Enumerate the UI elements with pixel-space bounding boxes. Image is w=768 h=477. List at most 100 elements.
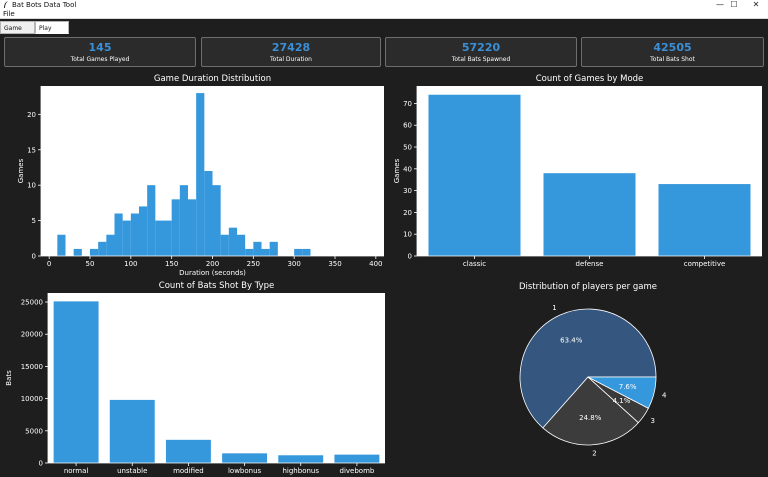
window-title: Bat Bots Data Tool xyxy=(12,1,77,9)
histogram-bar xyxy=(122,220,131,256)
mode-chart-y-tick-label: 30 xyxy=(403,187,412,195)
mode-chart-y-tick-label: 60 xyxy=(403,122,412,130)
histogram-bar xyxy=(98,241,107,256)
minimize-icon[interactable]: — xyxy=(716,0,724,9)
menu-bar: File xyxy=(0,10,768,19)
mode-chart-bar xyxy=(543,173,636,256)
stat-card-bats-shot: 42505 Total Bats Shot xyxy=(581,37,764,67)
histogram-plot-area xyxy=(41,86,384,256)
histogram-bar xyxy=(261,248,270,256)
histogram-y-tick-label: 15 xyxy=(27,146,36,154)
bats-chart-title: Count of Bats Shot By Type xyxy=(159,281,274,291)
pie-slice xyxy=(542,376,639,446)
histogram-bar xyxy=(204,171,213,256)
histogram-x-tick-label: 250 xyxy=(247,260,260,268)
pie-percent-label: 24.8% xyxy=(579,414,602,422)
pie-category-label: 1 xyxy=(552,304,556,312)
histogram-bar xyxy=(237,234,246,256)
pie-slice xyxy=(587,376,649,424)
bats-chart-y-tick-label: 15000 xyxy=(21,363,43,371)
bats-chart-bar xyxy=(53,301,99,463)
menu-file[interactable]: File xyxy=(3,10,15,18)
histogram-bar xyxy=(220,234,229,256)
histogram-x-tick-label: 400 xyxy=(369,260,382,268)
mode-chart-x-tick-label: defense xyxy=(576,260,604,268)
bats-chart-x-tick-label: divebomb xyxy=(340,467,375,475)
bats-chart-bar xyxy=(334,454,380,463)
histogram-bar xyxy=(196,93,205,256)
mode-chart-x-tick-label: classic xyxy=(463,260,486,268)
stat-value: 27428 xyxy=(271,41,311,54)
mode-chart-y-tick-label: 40 xyxy=(403,165,412,173)
mode-chart-x-tick-label: competitive xyxy=(684,260,726,268)
bats-chart-y-tick-label: 0 xyxy=(39,460,43,468)
stat-card-games-played: 145 Total Games Played xyxy=(4,37,196,67)
stat-card-total-duration: 27428 Total Duration xyxy=(201,37,381,67)
histogram-bar xyxy=(163,220,172,256)
bats-chart-x-tick-label: highbonus xyxy=(282,467,319,475)
bats-chart-y-tick-label: 25000 xyxy=(21,299,43,307)
mode-chart-title: Count of Games by Mode xyxy=(536,74,644,84)
histogram-x-tick-label: 100 xyxy=(124,260,137,268)
bats-chart-y-tick-label: 10000 xyxy=(21,395,43,403)
pie-category-label: 2 xyxy=(592,450,596,458)
mode-chart-y-tick-label: 10 xyxy=(403,231,412,239)
histogram-bar xyxy=(228,227,237,256)
histogram-bar xyxy=(155,220,164,256)
bats-chart-bar xyxy=(222,453,268,463)
histogram-bar xyxy=(212,185,221,256)
histogram-x-tick-label: 200 xyxy=(206,260,219,268)
mode-chart-y-tick-label: 20 xyxy=(403,209,412,217)
tab-play-data[interactable]: Play Data xyxy=(35,21,69,45)
bats-chart-x-tick-label: lowbonus xyxy=(228,467,262,475)
title-bar: Bat Bots Data Tool — ☐ ✕ xyxy=(0,0,768,10)
histogram-y-tick-label: 0 xyxy=(32,253,36,261)
histogram-x-label: Duration (seconds) xyxy=(179,269,246,277)
histogram-title: Game Duration Distribution xyxy=(154,74,271,84)
stat-value: 42505 xyxy=(653,41,692,54)
mode-chart-y-tick-label: 50 xyxy=(403,144,412,152)
histogram-x-tick-label: 350 xyxy=(328,260,341,268)
app-feather-icon xyxy=(4,1,8,8)
stat-label: Total Bats Shot xyxy=(650,56,695,63)
histogram-bar xyxy=(188,199,197,256)
histogram-bar xyxy=(114,213,123,256)
histogram-bar xyxy=(294,248,303,256)
pie-slice xyxy=(519,308,657,429)
bats-chart-bar xyxy=(109,399,155,463)
pie-title: Distribution of players per game xyxy=(519,282,657,292)
histogram-bar xyxy=(57,234,66,256)
pie-category-label: 4 xyxy=(662,392,667,400)
bats-chart-y-tick-label: 5000 xyxy=(25,427,43,435)
bats-chart-y-tick-label: 20000 xyxy=(21,331,43,339)
histogram-x-tick-label: 150 xyxy=(165,260,178,268)
stat-value: 145 xyxy=(88,41,112,54)
histogram-y-tick-label: 5 xyxy=(32,217,36,225)
mode-chart-plot-area xyxy=(417,86,762,256)
close-icon[interactable]: ✕ xyxy=(752,0,760,9)
bats-chart-x-tick-label: normal xyxy=(64,467,89,475)
histogram-y-tick-label: 20 xyxy=(27,111,36,119)
histogram-bar xyxy=(90,248,99,256)
histogram-x-tick-label: 50 xyxy=(86,260,95,268)
histogram-x-tick-label: 0 xyxy=(47,260,51,268)
maximize-icon[interactable]: ☐ xyxy=(730,0,738,9)
stat-label: Total Games Played xyxy=(70,56,130,63)
histogram-bar xyxy=(130,213,139,256)
bats-chart-y-label: Bats xyxy=(5,370,13,386)
pie-slice xyxy=(587,376,657,409)
mode-chart-bar xyxy=(658,184,751,256)
bats-chart-bar xyxy=(165,439,211,463)
histogram-bar xyxy=(179,185,188,256)
histogram-bar xyxy=(245,248,254,256)
mode-chart-y-tick-label: 0 xyxy=(408,253,412,261)
stat-label: Total Duration xyxy=(270,56,312,63)
bats-chart-bar xyxy=(278,455,324,463)
tab-game-data[interactable]: Game Data xyxy=(0,21,35,45)
stat-label: Total Bats Spawned xyxy=(451,56,511,63)
bats-chart-plot-area xyxy=(48,293,385,463)
bats-chart-x-tick-label: unstable xyxy=(117,467,147,475)
pie-percent-label: 7.6% xyxy=(619,383,637,391)
